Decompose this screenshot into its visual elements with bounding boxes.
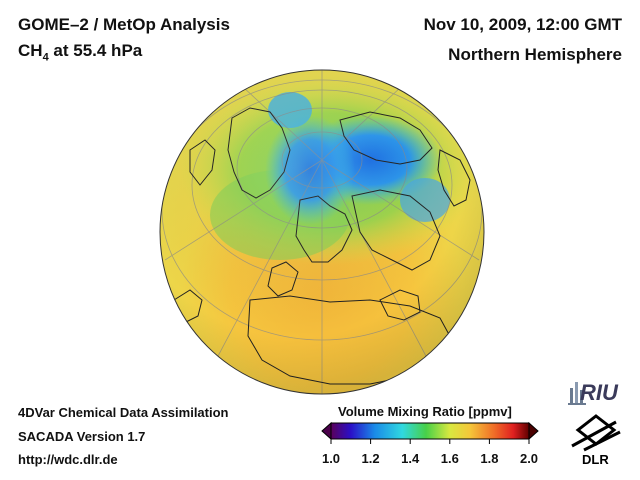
colorbar-gradient [330,422,530,440]
footer-method: 4DVar Chemical Data Assimilation [18,405,229,420]
species-subscript: 4 [42,51,49,64]
footer-url[interactable]: http://wdc.dlr.de [18,452,118,467]
globe-outline [159,69,485,395]
colorbar-tick-label: 1.8 [480,451,499,466]
species-prefix: CH [18,41,43,60]
footer-version: SACADA Version 1.7 [18,429,146,444]
riu-logo: RIU [566,374,626,413]
product-title: GOME–2 / MetOp Analysis [18,15,230,34]
colorbar-title: Volume Mixing Ratio [ppmv] [338,404,512,419]
species-label: CH4 at 55.4 hPa [18,41,142,63]
colorbar-tick-label: 1.2 [361,451,380,466]
dlr-logo-text: DLR [582,452,609,467]
riu-logo-text: RIU [580,380,619,405]
colorbar-tick-label: 2.0 [519,451,539,466]
datetime-label: Nov 10, 2009, 12:00 GMT [423,15,622,34]
colorbar-tick-label: 1.4 [401,451,420,466]
colorbar [321,421,539,444]
colorbar-min-arrow [321,421,332,441]
region-label: Northern Hemisphere [448,45,622,64]
dlr-logo: DLR [566,412,626,473]
colorbar-tick-label: 1.6 [440,451,459,466]
colorbar-tick-label: 1.0 [321,451,341,466]
colorbar-max-arrow [528,421,539,441]
species-suffix: at 55.4 hPa [48,41,143,60]
